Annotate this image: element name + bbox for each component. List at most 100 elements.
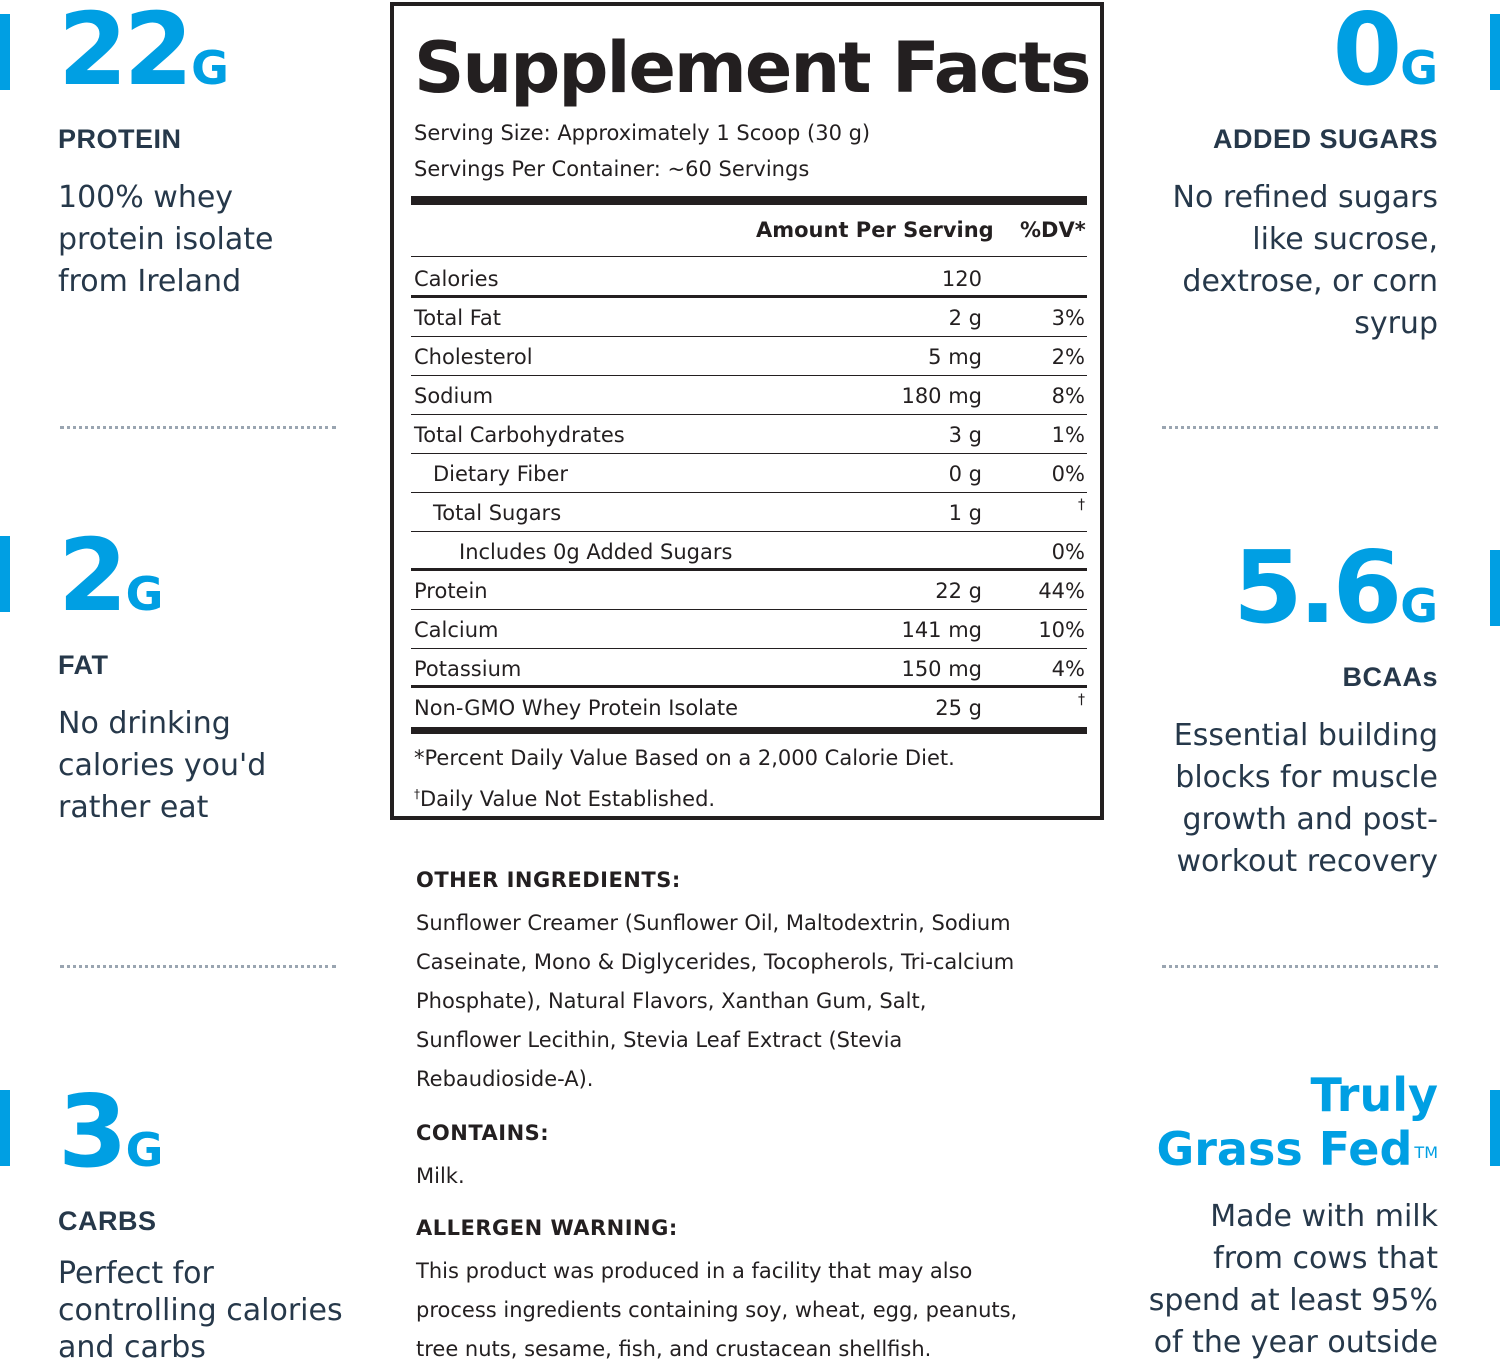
facts-row: Potassium 150 mg 4%: [411, 649, 1087, 688]
bcaa-value: 5.6G: [1233, 529, 1438, 646]
facts-row-name: Dietary Fiber: [433, 462, 569, 486]
facts-row-amount: 120: [941, 267, 982, 291]
edge-bar-left-1: [0, 14, 10, 90]
facts-row-name: Total Fat: [414, 306, 501, 330]
facts-row-dv: 0%: [1051, 462, 1085, 486]
facts-row-dv: 10%: [1038, 618, 1085, 642]
footnote-dagger: †Daily Value Not Established.: [414, 787, 716, 811]
facts-row: Dietary Fiber 0 g 0%: [411, 454, 1087, 493]
allergen-section: ALLERGEN WARNING: This product was produ…: [416, 1216, 1096, 1369]
facts-row: Calcium 141 mg 10%: [411, 610, 1087, 649]
allergen-heading: ALLERGEN WARNING:: [416, 1216, 678, 1240]
facts-row: Sodium 180 mg 8%: [411, 376, 1087, 415]
facts-row: Total Carbohydrates 3 g 1%: [411, 415, 1087, 454]
facts-row: Cholesterol 5 mg 2%: [411, 337, 1087, 376]
bcaa-desc: Essential building blocks for muscle growt…: [1173, 718, 1438, 879]
grass-fed-desc: Made with milk from cows that spend at lea…: [1148, 1199, 1438, 1360]
facts-row: Non-GMO Whey Protein Isolate 25 g †: [411, 688, 1087, 727]
facts-row: Total Sugars 1 g †: [411, 493, 1087, 532]
divider-left-2: [60, 965, 336, 968]
supplement-facts-title: Supplement Facts: [414, 27, 1092, 109]
rule-header: [411, 256, 1087, 257]
dv-header: %DV*: [1020, 218, 1086, 242]
protein-stat: 22G PROTEIN 100% whey protein isolate from…: [58, 0, 378, 303]
grass-fed-title-1: Truly: [1310, 1068, 1438, 1122]
fat-stat: 2G FAT No drinking calories you'd rather e…: [58, 517, 378, 829]
carbs-label: CARBS: [58, 1206, 157, 1236]
other-ingredients: OTHER INGREDIENTS: Sunflower Creamer (Su…: [416, 868, 1096, 1099]
trademark-mark: TM: [1414, 1143, 1438, 1162]
bcaa-label: BCAAs: [1342, 662, 1438, 692]
allergen-text: This product was produced in a facility …: [416, 1259, 1018, 1361]
facts-row: Includes 0g Added Sugars 0%: [411, 532, 1087, 571]
fat-desc: No drinking calories you'd rather eat: [58, 706, 267, 825]
edge-bar-right-3: [1490, 1090, 1500, 1166]
facts-row-name: Includes 0g Added Sugars: [459, 540, 733, 564]
protein-label: PROTEIN: [58, 124, 182, 154]
facts-row-dv: 4%: [1051, 657, 1085, 681]
facts-row-amount: 3 g: [948, 423, 982, 447]
carbs-value: 3G: [58, 1073, 164, 1190]
amount-header: Amount Per Serving: [756, 218, 994, 242]
edge-bar-right-1: [1490, 14, 1500, 90]
facts-row-amount: 25 g: [935, 696, 982, 720]
fat-value: 2G: [58, 517, 164, 634]
protein-value: 22G: [58, 0, 229, 108]
facts-row-dv: 0%: [1051, 540, 1085, 564]
sugars-label: ADDED SUGARS: [1212, 124, 1438, 154]
protein-desc: 100% whey protein isolate from Ireland: [58, 180, 274, 299]
facts-row-amount: 150 mg: [901, 657, 982, 681]
contains-heading: CONTAINS:: [416, 1121, 550, 1145]
other-ingredients-text: Sunflower Creamer (Sunflower Oil, Maltod…: [416, 911, 1015, 1091]
divider-right-1: [1162, 426, 1438, 429]
sugars-stat: 0G ADDED SUGARS No refined sugars like su…: [1118, 0, 1438, 345]
sugars-desc: No refined sugars like sucrose, dextrose, …: [1172, 180, 1438, 341]
facts-row-amount: 22 g: [935, 579, 982, 603]
facts-row-dv: 8%: [1051, 384, 1085, 408]
facts-row-amount: 141 mg: [901, 618, 982, 642]
serving-size: Serving Size: Approximately 1 Scoop (30 …: [414, 121, 871, 145]
rule-thick-bottom: [411, 727, 1087, 734]
bcaa-stat: 5.6G BCAAs Essential building blocks for …: [1118, 529, 1438, 883]
edge-bar-left-2: [0, 536, 10, 612]
divider-right-2: [1162, 965, 1438, 968]
carbs-stat: 3G CARBS Perfect for controlling calories…: [58, 1073, 378, 1366]
facts-row-amount: 0 g: [948, 462, 982, 486]
facts-row-dv: †: [1078, 692, 1085, 708]
edge-bar-right-2: [1490, 550, 1500, 626]
facts-row: Total Fat 2 g 3%: [411, 298, 1087, 337]
facts-row-amount: 1 g: [948, 501, 982, 525]
facts-row-name: Potassium: [414, 657, 522, 681]
facts-row-name: Calcium: [414, 618, 499, 642]
facts-row-dv: 44%: [1038, 579, 1085, 603]
facts-row-name: Cholesterol: [414, 345, 533, 369]
facts-row-dv: 3%: [1051, 306, 1085, 330]
servings-per-container: Servings Per Container: ~60 Servings: [414, 157, 810, 181]
sugars-value: 0G: [1332, 0, 1438, 108]
grass-fed-title-2: Grass Fed TM: [1156, 1122, 1438, 1176]
grass-fed-stat: Truly Grass Fed TM Made with milk from cow…: [1118, 1068, 1438, 1364]
rule-thick-top: [411, 196, 1087, 205]
edge-bar-left-3: [0, 1090, 10, 1166]
facts-row: Calories 120: [411, 259, 1087, 298]
facts-row-name: Non-GMO Whey Protein Isolate: [414, 696, 739, 720]
facts-row-name: Total Carbohydrates: [414, 423, 625, 447]
facts-row-dv: 2%: [1051, 345, 1085, 369]
facts-row-amount: 180 mg: [901, 384, 982, 408]
facts-row: Protein 22 g 44%: [411, 571, 1087, 610]
carbs-desc: Perfect for controlling calories and carbs: [58, 1256, 343, 1365]
facts-row-dv: 1%: [1051, 423, 1085, 447]
facts-row-name: Total Sugars: [433, 501, 562, 525]
facts-row-name: Calories: [414, 267, 499, 291]
footnote-dv: *Percent Daily Value Based on a 2,000 Ca…: [414, 746, 955, 770]
facts-row-amount: 2 g: [948, 306, 982, 330]
facts-row-name: Protein: [414, 579, 488, 603]
fat-label: FAT: [58, 650, 109, 680]
facts-row-amount: 5 mg: [928, 345, 982, 369]
facts-row-dv: †: [1078, 497, 1085, 513]
divider-left-1: [60, 426, 336, 429]
other-ingredients-heading: OTHER INGREDIENTS:: [416, 868, 681, 892]
contains-section: CONTAINS: Milk.: [416, 1121, 1096, 1196]
contains-text: Milk.: [416, 1164, 465, 1188]
facts-row-name: Sodium: [414, 384, 494, 408]
